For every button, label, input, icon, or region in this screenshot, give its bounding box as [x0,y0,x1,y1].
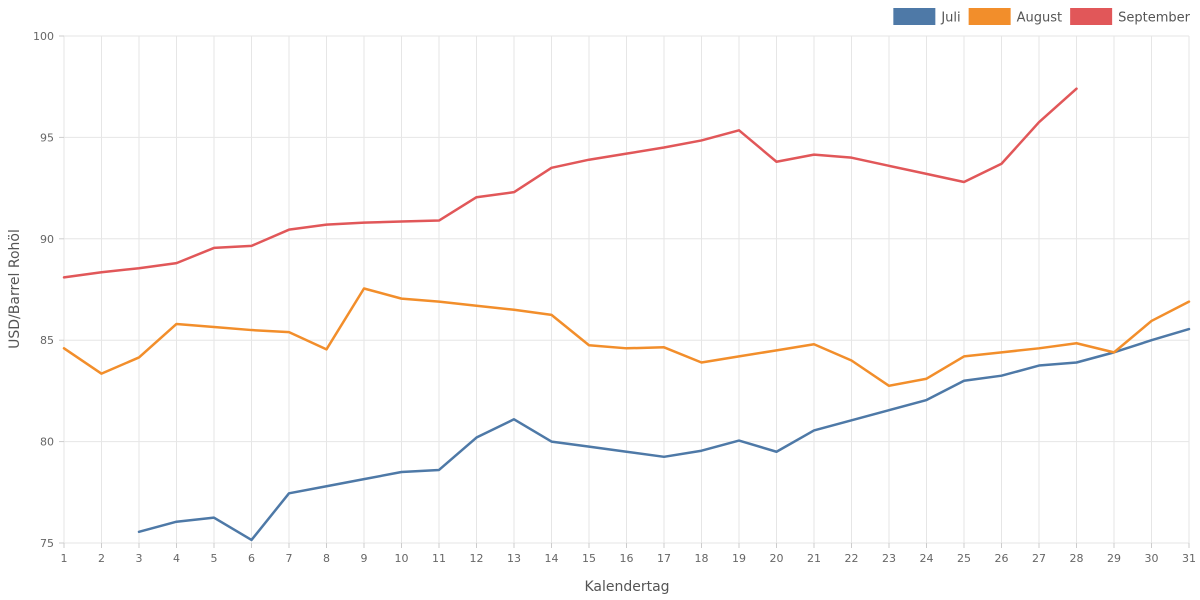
x-tick-label: 30 [1145,552,1159,565]
y-tick-label: 75 [40,537,54,550]
y-axis-title: USD/Barrel Rohöl [7,229,23,349]
x-tick-label: 18 [695,552,709,565]
legend-swatch-september [1070,8,1113,25]
x-tick-label: 15 [582,552,596,565]
x-tick-label: 31 [1182,552,1196,565]
y-tick-label: 85 [40,334,54,347]
x-tick-label: 27 [1032,552,1046,565]
legend: Juli August September [893,8,1191,26]
x-tick-label: 3 [136,552,143,565]
x-tick-label: 14 [545,552,559,565]
x-tick-label: 25 [957,552,971,565]
x-tick-label: 24 [920,552,934,565]
x-tick-label: 22 [845,552,859,565]
x-tick-label: 9 [361,552,368,565]
x-tick-label: 1 [61,552,68,565]
legend-label-september: September [1118,11,1191,26]
x-axis-title: Kalendertag [584,579,669,595]
x-tick-label: 28 [1070,552,1084,565]
x-tick-label: 23 [882,552,896,565]
x-tick-label: 19 [732,552,746,565]
y-tick-label: 100 [33,30,54,43]
x-tick-label: 13 [507,552,521,565]
x-tick-label: 17 [657,552,671,565]
legend-label-juli: Juli [940,11,960,26]
legend-swatch-juli [893,8,936,25]
series-lines [62,87,1191,542]
x-tick-label: 16 [620,552,634,565]
x-tick-label: 8 [323,552,330,565]
x-tick-label: 26 [995,552,1009,565]
legend-swatch-august [968,8,1011,25]
x-tick-label: 10 [395,552,409,565]
x-tick-label: 6 [248,552,255,565]
y-tick-label: 90 [40,233,54,246]
x-tick-label: 12 [470,552,484,565]
x-tick-label: 7 [286,552,293,565]
x-tick-label: 4 [173,552,180,565]
grid [63,35,1190,544]
legend-label-august: August [1017,11,1063,26]
x-tick-label: 2 [98,552,105,565]
x-tick-label: 29 [1107,552,1121,565]
y-tick-label: 80 [40,436,54,449]
x-tick-label: 20 [770,552,784,565]
series-line-september [62,87,1078,279]
y-tick-label: 95 [40,131,54,144]
x-tick-label: 5 [211,552,218,565]
y-axis-ticks: 75 80 85 90 95 100 [33,30,64,550]
x-tick-label: 21 [807,552,821,565]
series-line-august [62,287,1191,388]
x-tick-label: 11 [432,552,446,565]
series-line-juli [137,327,1191,542]
x-axis-ticks: 1 2 3 4 5 6 7 8 9 10 11 12 13 14 15 16 17 18 19 20 21 22 23 24 2… [61,543,1196,565]
